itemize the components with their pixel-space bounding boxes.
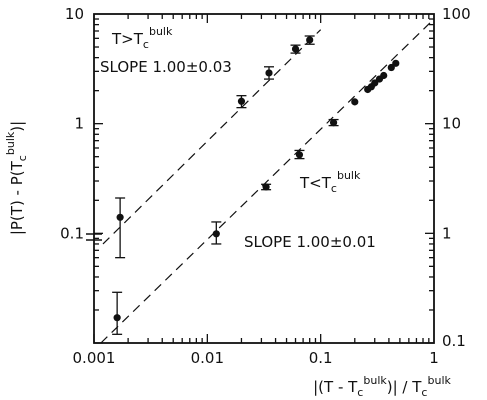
- data-point-right: [392, 59, 400, 67]
- axis-break-mark: [86, 233, 102, 241]
- fit-lines: [100, 18, 435, 344]
- data-point-right: [295, 151, 304, 159]
- fit-line-right: [100, 18, 435, 344]
- upper-slope-label: SLOPE 1.00±0.03: [100, 58, 232, 76]
- data-point-right: [262, 183, 270, 191]
- y-right-tick-label: 0.1: [442, 332, 466, 350]
- x-tick-label: 0.01: [191, 349, 224, 367]
- plot-frame: [93, 13, 435, 344]
- data-point-right: [212, 230, 220, 238]
- data-point-left: [306, 36, 314, 44]
- data-point-right: [351, 98, 359, 106]
- minor-ticks: [94, 14, 434, 343]
- data-point-right: [113, 314, 121, 322]
- x-tick-label: 0.1: [309, 349, 333, 367]
- x-axis-title: |(T - Tcbulk)| / Tcbulk: [313, 374, 451, 399]
- y-right-tick-label: 10: [442, 115, 461, 133]
- data-point-left: [237, 97, 246, 105]
- data-point-right: [380, 71, 388, 80]
- data-points: [112, 35, 400, 335]
- upper-condition-label: T>Tcbulk: [111, 25, 173, 51]
- data-point-left: [291, 45, 300, 53]
- y-axis-title: |P(T) - P(Tcbulk)|: [4, 121, 29, 235]
- y-left-tick-label: 1: [74, 115, 84, 133]
- lower-condition-label: T<Tcbulk: [299, 169, 361, 195]
- lower-slope-label: SLOPE 1.00±0.01: [244, 233, 376, 251]
- fit-line-left: [102, 29, 322, 245]
- y-left-tick-label: 10: [65, 5, 84, 23]
- x-tick-label: 1: [429, 349, 439, 367]
- x-tick-label: 0.001: [73, 349, 116, 367]
- data-point-right: [329, 119, 338, 127]
- y-right-tick-label: 1: [442, 224, 452, 242]
- data-point-left: [265, 69, 273, 77]
- data-point-left: [116, 213, 124, 221]
- y-right-tick-label: 100: [442, 5, 471, 23]
- y-left-tick-label: 0.1: [60, 224, 84, 242]
